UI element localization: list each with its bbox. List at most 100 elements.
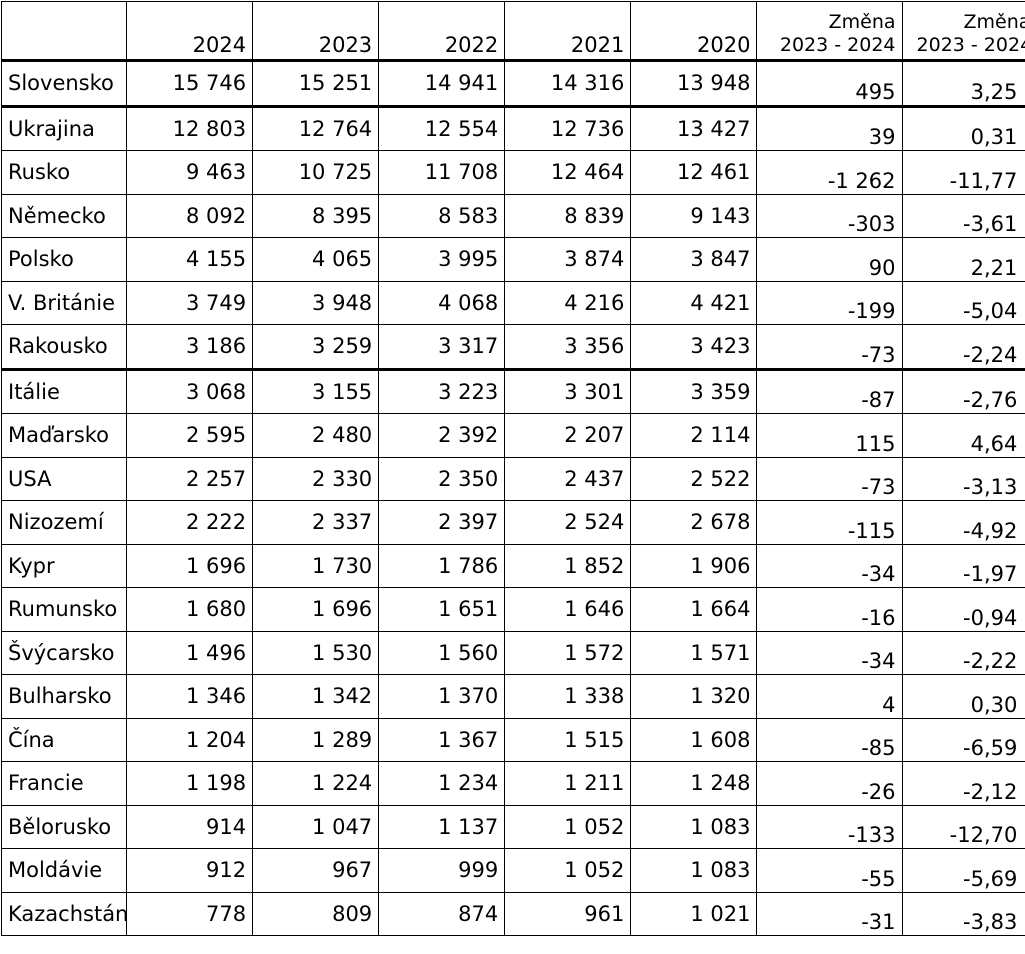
value-cell: 2 678 (630, 500, 758, 545)
value-cell: 1 515 (504, 717, 632, 762)
value-cell: 1 530 (252, 630, 380, 675)
change-pct-cell: 0,30 % (901, 674, 1025, 719)
value-cell: 3 423 (630, 324, 758, 370)
value-cell: 2 222 (125, 500, 254, 545)
value-cell: 3 317 (378, 324, 506, 370)
value-cell: 874 (378, 891, 506, 936)
change-cell: -55 (756, 848, 903, 893)
change-cell: -34 (756, 543, 903, 588)
country-cell: Rakousko (1, 324, 127, 370)
country-cell: Rumunsko (1, 587, 127, 632)
value-cell: 1 338 (504, 674, 632, 719)
header-year: 2024 (125, 1, 254, 61)
change-pct-cell: -3,83 % (901, 891, 1025, 936)
change-pct-cell: -4,92 % (901, 500, 1025, 545)
change-pct-cell: 0,31 % (901, 104, 1025, 151)
value-cell: 2 524 (504, 500, 632, 545)
value-cell: 15 251 (252, 60, 380, 107)
change-cell: 115 (756, 413, 903, 458)
change-cell: 90 (756, 237, 903, 282)
table-row: Rumunsko 1 680 1 696 1 651 1 646 1 664 -16 -0,9… (1, 587, 1025, 632)
header-change-pct: Změna 2023 - 2024 (901, 1, 1025, 61)
table-row: Rakousko 3 186 3 259 3 317 3 356 3 423 -73 -2,2… (1, 324, 1025, 370)
country-cell: Rusko (1, 150, 127, 195)
value-cell: 1 696 (125, 543, 254, 588)
change-cell: -34 (756, 630, 903, 675)
change-pct-cell: -2,24 % (901, 324, 1025, 370)
value-cell: 2 397 (378, 500, 506, 545)
country-cell: Kazachstán (1, 891, 127, 936)
value-cell: 11 708 (378, 150, 506, 195)
table-row: Bělorusko 914 1 047 1 137 1 052 1 083 -133 -12,… (1, 804, 1025, 849)
table-row: Slovensko 15 746 15 251 14 941 14 316 13 948 4… (1, 60, 1025, 107)
value-cell: 1 571 (630, 630, 758, 675)
header-change-pct-line2: 2023 - 2024 (916, 34, 1025, 56)
table-row: Rusko 9 463 10 725 11 708 12 464 12 461 -1 262… (1, 150, 1025, 195)
value-cell: 12 764 (252, 104, 380, 151)
change-pct-cell: -3,61 % (901, 193, 1025, 238)
value-cell: 12 461 (630, 150, 758, 195)
change-cell: 39 (756, 104, 903, 151)
value-cell: 3 356 (504, 324, 632, 370)
change-pct-cell: -5,69 % (901, 848, 1025, 893)
value-cell: 12 464 (504, 150, 632, 195)
change-cell: -199 (756, 280, 903, 325)
value-cell: 967 (252, 848, 380, 893)
value-cell: 1 370 (378, 674, 506, 719)
change-pct-cell: -3,13 % (901, 456, 1025, 501)
value-cell: 1 730 (252, 543, 380, 588)
header-year: 2023 (252, 1, 380, 61)
value-cell: 8 395 (252, 193, 380, 238)
value-cell: 2 595 (125, 413, 254, 458)
data-table: 2024 2023 2022 2021 2020 Změna 2023 - 20… (1, 1, 1025, 936)
value-cell: 961 (504, 891, 632, 936)
value-cell: 2 330 (252, 456, 380, 501)
value-cell: 4 155 (125, 237, 254, 282)
value-cell: 914 (125, 804, 254, 849)
value-cell: 12 736 (504, 104, 632, 151)
value-cell: 1 211 (504, 761, 632, 806)
country-cell: Čína (1, 717, 127, 762)
change-cell: 495 (756, 60, 903, 107)
value-cell: 14 941 (378, 60, 506, 107)
header-year: 2022 (378, 1, 506, 61)
country-cell: Moldávie (1, 848, 127, 893)
value-cell: 912 (125, 848, 254, 893)
change-cell: -16 (756, 587, 903, 632)
table-row: Bulharsko 1 346 1 342 1 370 1 338 1 320 4 0,30 … (1, 674, 1025, 719)
value-cell: 2 114 (630, 413, 758, 458)
value-cell: 10 725 (252, 150, 380, 195)
value-cell: 1 664 (630, 587, 758, 632)
value-cell: 1 852 (504, 543, 632, 588)
change-pct-cell: -5,04 % (901, 280, 1025, 325)
header-country (1, 1, 127, 61)
country-cell: Německo (1, 193, 127, 238)
value-cell: 1 651 (378, 587, 506, 632)
value-cell: 2 207 (504, 413, 632, 458)
value-cell: 13 948 (630, 60, 758, 107)
table-row: Itálie 3 068 3 155 3 223 3 301 3 359 -87 -2,76 … (1, 367, 1025, 414)
value-cell: 3 223 (378, 367, 506, 414)
value-cell: 1 696 (252, 587, 380, 632)
change-pct-cell: -0,94 % (901, 587, 1025, 632)
country-cell: Nizozemí (1, 500, 127, 545)
change-pct-cell: 2,21 % (901, 237, 1025, 282)
change-pct-cell: -2,22 % (901, 630, 1025, 675)
value-cell: 1 786 (378, 543, 506, 588)
value-cell: 1 234 (378, 761, 506, 806)
value-cell: 2 437 (504, 456, 632, 501)
value-cell: 1 342 (252, 674, 380, 719)
table-row: Francie 1 198 1 224 1 234 1 211 1 248 -26 -2,12… (1, 761, 1025, 806)
value-cell: 1 289 (252, 717, 380, 762)
change-cell: -115 (756, 500, 903, 545)
value-cell: 1 367 (378, 717, 506, 762)
value-cell: 3 359 (630, 367, 758, 414)
change-pct-cell: -2,12 % (901, 761, 1025, 806)
value-cell: 9 143 (630, 193, 758, 238)
header-change-abs: Změna 2023 - 2024 (756, 1, 903, 61)
country-cell: Maďarsko (1, 413, 127, 458)
value-cell: 3 948 (252, 280, 380, 325)
